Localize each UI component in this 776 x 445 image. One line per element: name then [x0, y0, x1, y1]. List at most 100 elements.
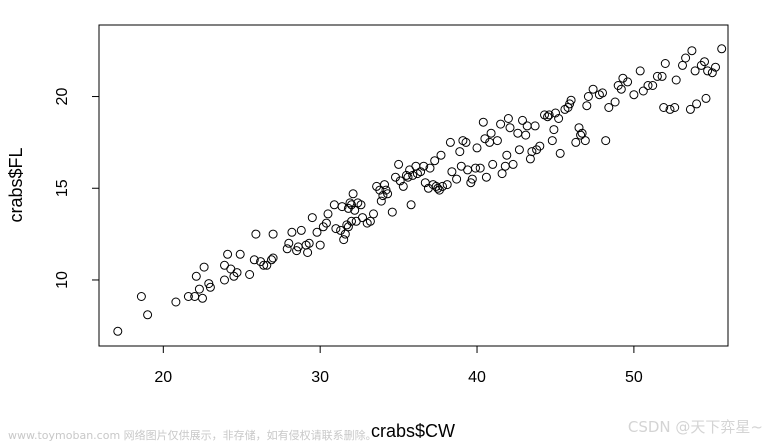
data-point: [267, 255, 276, 265]
y-tick-label: 10: [54, 271, 71, 289]
data-point: [522, 121, 532, 131]
data-point: [315, 240, 325, 250]
data-point: [652, 71, 662, 81]
data-point: [348, 189, 358, 199]
data-point: [304, 238, 314, 248]
data-point: [692, 99, 702, 109]
data-point: [398, 181, 408, 191]
data-point: [502, 150, 512, 160]
y-axis-title: crabs$FL: [6, 147, 26, 222]
data-point: [171, 297, 181, 307]
data-point: [372, 181, 382, 191]
data-point: [430, 156, 440, 166]
data-point: [486, 128, 496, 138]
data-point: [678, 60, 687, 70]
data-point: [356, 200, 366, 210]
data-point: [463, 165, 473, 175]
data-point: [513, 128, 523, 138]
data-point: [547, 136, 557, 146]
data-point: [659, 103, 669, 112]
data-point: [268, 229, 278, 239]
data-point: [503, 114, 513, 123]
data-point: [383, 189, 393, 199]
data-point: [711, 62, 720, 72]
data-point: [616, 84, 626, 94]
data-point: [436, 150, 446, 160]
data-point: [403, 172, 413, 182]
data-point: [543, 112, 553, 122]
data-point: [480, 134, 490, 144]
data-point: [347, 216, 356, 226]
data-point: [425, 163, 435, 173]
data-point: [205, 282, 215, 292]
data-point: [610, 97, 620, 107]
data-point: [268, 253, 278, 263]
data-point: [401, 170, 411, 180]
data-point: [629, 90, 639, 100]
data-point: [555, 148, 565, 158]
data-point: [496, 119, 506, 129]
data-point: [198, 293, 207, 303]
data-point: [601, 136, 611, 146]
data-point: [471, 163, 480, 173]
x-axis-title: crabs$CW: [371, 421, 455, 441]
data-point: [681, 53, 691, 63]
data-point: [582, 101, 592, 111]
data-point: [544, 110, 554, 120]
data-point: [475, 163, 485, 173]
data-point: [419, 161, 429, 171]
data-point: [618, 73, 628, 83]
data-point: [223, 249, 233, 259]
data-point: [143, 310, 153, 320]
data-point: [337, 202, 347, 212]
data-point: [478, 117, 488, 127]
data-point: [312, 227, 322, 237]
data-point: [423, 183, 433, 193]
data-points: [113, 44, 727, 336]
data-point: [323, 209, 333, 219]
data-point: [598, 88, 607, 98]
data-point: [508, 159, 518, 169]
data-point: [527, 147, 537, 157]
data-point: [284, 238, 294, 248]
data-point: [331, 224, 341, 234]
data-point: [369, 209, 378, 219]
data-point: [191, 271, 201, 281]
data-point: [395, 176, 405, 186]
data-point: [670, 103, 680, 112]
data-point: [296, 225, 306, 235]
data-point: [690, 66, 700, 76]
data-point: [660, 59, 670, 68]
data-point: [549, 125, 559, 135]
y-axis: 10 15 20: [54, 88, 100, 289]
data-point: [535, 141, 545, 151]
data-point: [406, 200, 416, 210]
x-axis: 20 30 40 50: [154, 345, 643, 386]
watermark-right: CSDN @天下弈星~: [628, 418, 763, 436]
data-point: [365, 216, 375, 226]
data-point: [303, 248, 313, 257]
data-point: [340, 229, 350, 239]
data-point: [717, 44, 727, 54]
data-point: [376, 196, 386, 206]
data-point: [701, 93, 711, 103]
data-point: [256, 257, 266, 267]
data-point: [442, 180, 452, 190]
data-point: [518, 115, 527, 125]
plot-frame: [98, 24, 729, 347]
data-point: [380, 180, 389, 190]
data-point: [505, 123, 515, 133]
data-point: [329, 200, 339, 210]
data-point: [445, 137, 455, 147]
data-point: [447, 167, 457, 177]
data-point: [604, 103, 614, 112]
data-point: [226, 264, 236, 274]
data-point: [461, 137, 471, 147]
data-point: [525, 154, 535, 164]
data-point: [183, 292, 193, 301]
data-point: [638, 86, 648, 96]
data-point: [551, 108, 560, 118]
data-point: [635, 66, 645, 76]
data-point: [703, 66, 713, 76]
data-point: [113, 326, 123, 336]
